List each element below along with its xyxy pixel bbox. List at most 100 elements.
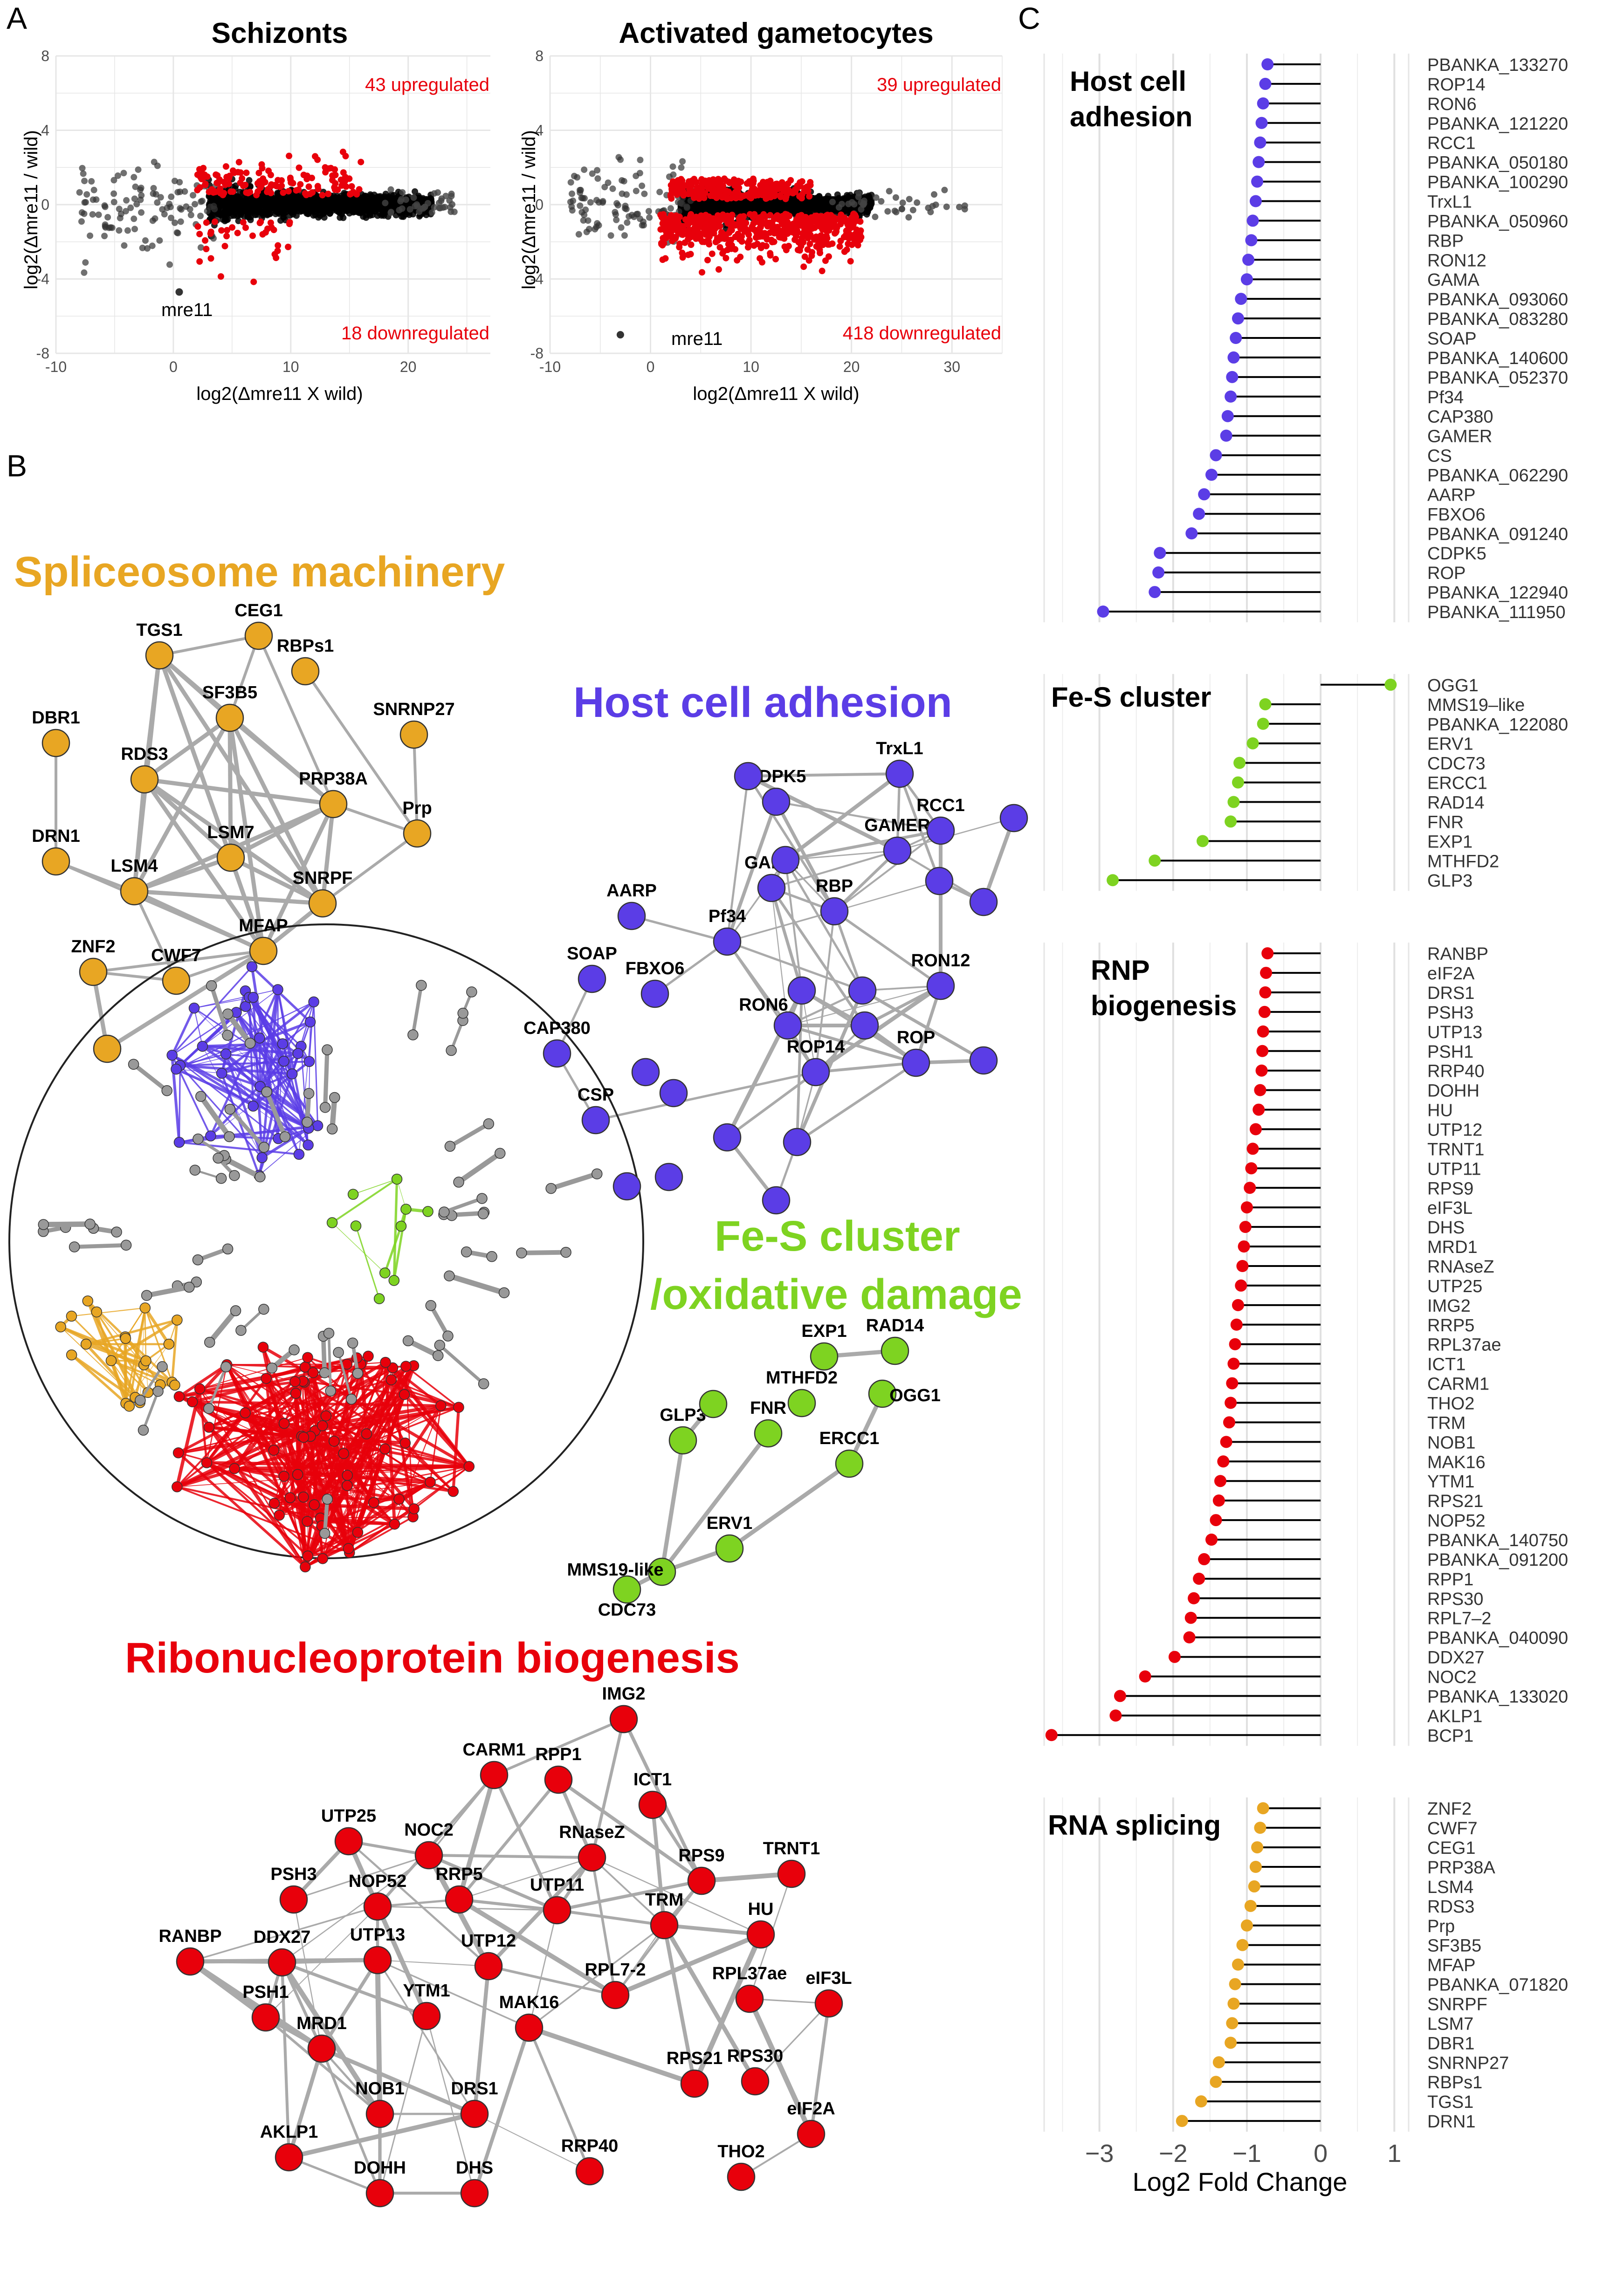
up-point	[668, 195, 675, 202]
down-point	[850, 221, 857, 228]
overview-edge	[306, 1431, 317, 1522]
point	[418, 205, 425, 212]
network-edge	[651, 1804, 703, 1882]
overview-node	[425, 1476, 436, 1488]
network-edge	[726, 941, 817, 1073]
network-edge	[592, 1857, 761, 1935]
network-edge	[795, 990, 864, 1143]
point	[346, 210, 353, 217]
up-point	[293, 187, 300, 194]
point	[388, 191, 395, 198]
overview-node	[447, 1486, 459, 1497]
down-point	[757, 255, 764, 262]
ma-plot-gametocytes: Activated gametocytes -10 0 10 20 30-8-4048 …	[519, 17, 1003, 404]
down-point	[659, 256, 666, 263]
point	[396, 206, 403, 213]
network-edge	[796, 1061, 917, 1143]
down-point	[267, 219, 274, 226]
down-point	[791, 220, 798, 227]
point	[246, 177, 253, 184]
point	[199, 198, 206, 205]
network-edge	[770, 888, 804, 991]
overview-node	[395, 1220, 407, 1232]
y-tick-label: 4	[535, 122, 544, 139]
overview-node	[224, 1103, 236, 1115]
point	[131, 215, 138, 222]
point	[567, 179, 574, 186]
down-point	[801, 216, 808, 223]
network-edge	[528, 1910, 558, 2028]
point	[300, 207, 307, 214]
overview-edge	[221, 1072, 310, 1129]
point	[961, 202, 968, 209]
point	[613, 216, 620, 223]
down-point	[203, 219, 210, 226]
overview-edge	[261, 1127, 310, 1159]
point	[741, 208, 748, 215]
down-point	[715, 223, 722, 230]
x-tick-label: 10	[282, 358, 299, 375]
network-edge	[228, 635, 260, 718]
network-edge	[784, 859, 864, 991]
point	[109, 224, 116, 231]
down-point	[820, 236, 827, 243]
down-point	[767, 212, 774, 219]
down-point	[695, 229, 702, 236]
overview-node	[363, 1350, 374, 1362]
down-point	[843, 246, 850, 253]
point	[142, 237, 149, 244]
up-point	[688, 182, 695, 189]
overview-node	[303, 1088, 315, 1099]
point	[884, 208, 891, 215]
point	[808, 203, 815, 210]
up-point	[213, 171, 220, 178]
overview-edge	[171, 1320, 179, 1383]
down-point	[804, 246, 811, 253]
y-axis-label: log2(Δmre11 / wild)	[519, 130, 539, 289]
overview-node	[274, 1509, 285, 1521]
point	[102, 203, 109, 210]
point	[80, 170, 87, 177]
up-point	[338, 182, 345, 189]
down-point	[791, 230, 798, 237]
up-point	[773, 180, 780, 187]
point	[81, 210, 88, 217]
overview-edge	[321, 1336, 327, 1373]
up-point	[280, 189, 287, 196]
overview-node	[244, 1038, 256, 1049]
network-edge	[375, 1960, 383, 2114]
network-edge	[413, 734, 419, 834]
point	[575, 231, 582, 238]
overview-edge	[224, 1156, 261, 1179]
point	[156, 237, 163, 244]
point	[122, 208, 129, 215]
point	[799, 201, 806, 208]
point	[87, 232, 94, 239]
network-edge	[228, 857, 266, 952]
point	[826, 204, 833, 211]
overview-edge	[283, 1404, 442, 1478]
overview-node	[333, 1347, 344, 1358]
overview-node	[272, 984, 283, 995]
x-axis-label: log2(Δmre11 X wild)	[196, 384, 363, 404]
panel-letter-a: A	[7, 1, 27, 35]
up-point	[255, 170, 262, 177]
overview-edge	[332, 1222, 385, 1273]
network-edge	[428, 1853, 592, 1859]
point	[906, 196, 913, 203]
point	[210, 235, 217, 242]
network-edge	[281, 1961, 427, 2018]
network-edge	[321, 2048, 381, 2115]
point	[892, 194, 899, 201]
point	[641, 190, 648, 197]
network-edge	[293, 1854, 429, 1900]
point	[287, 196, 294, 203]
network-edge	[320, 2048, 381, 2194]
up-point	[796, 193, 803, 200]
overview-node	[222, 1008, 234, 1020]
point	[612, 211, 619, 218]
point	[78, 218, 85, 225]
overview-node	[380, 1356, 391, 1368]
ma-title: Activated gametocytes	[619, 17, 933, 49]
